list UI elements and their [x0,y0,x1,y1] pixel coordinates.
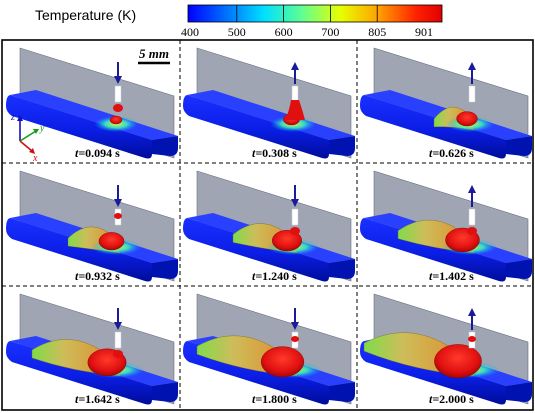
time-labels: t=0.094 s t=0.308 s t=0.626 s t=0.932 s … [75,146,474,406]
time-label: t=0.932 s [75,269,120,283]
simulation-panel [183,47,355,159]
substrate-bead-end [329,259,355,279]
time-label: t=1.402 s [429,269,474,283]
time-label: t=0.308 s [252,146,297,160]
z-axis-arrowhead [17,115,23,121]
axis-triad: z y x [10,112,45,164]
z-axis-label: z [10,112,15,123]
wire-feed-arrowhead [291,322,299,330]
wire-electrode [114,331,122,349]
wire-electrode [291,208,299,226]
simulation-panel [6,47,178,159]
substrate-bead-end [329,136,355,156]
melt-pool [109,115,123,125]
substrate-bead-end [152,259,178,279]
simulation-panel [360,47,532,159]
time-label: t=1.800 s [252,392,297,406]
substrate-bead [360,95,506,159]
melt-pool [434,344,482,379]
wire-feed-arrowhead [291,62,299,70]
wire-feed-arrowhead [468,308,476,316]
x-axis-label: x [32,153,38,164]
scale-bar-label: 5 mm [139,46,169,61]
substrate-bead [360,218,506,282]
droplet [468,336,476,342]
droplet [113,104,123,112]
colorbar-tick-label: 500 [228,25,246,39]
colorbar-tick-label: 600 [275,25,293,39]
substrate-bead-end [329,382,355,402]
wire-feed-arrowhead [114,76,122,84]
melt-pool [98,232,125,251]
wire-feed-arrowhead [291,199,299,207]
substrate-bead [6,95,152,159]
colorbar-ticks [236,5,378,22]
droplet [113,350,123,358]
time-label: t=2.000 s [429,392,474,406]
substrate-bead [183,218,329,282]
droplet [290,227,300,235]
droplet [467,227,477,235]
colorbar-tick-labels: 400 500 600 700 805 901 [181,25,433,39]
panel-grid [1,39,534,411]
panels [6,47,532,405]
substrate-bead [183,95,329,159]
simulation-panel [6,170,178,282]
colorbar-tick-label: 901 [415,25,433,39]
wire-feed-arrowhead [468,185,476,193]
wire-feed-arrowhead [114,322,122,330]
droplet [291,336,299,342]
substrate-bead-end [152,136,178,156]
time-label: t=1.642 s [75,392,120,406]
wire-electrode [114,85,122,103]
substrate-bead-top [10,90,178,140]
y-axis-arrowhead [33,129,39,134]
melt-pool [271,229,302,252]
y-axis-arrow [19,130,37,142]
wire-feed-arrowhead [114,199,122,207]
wire-electrode [468,208,476,226]
colorbar-title: Temperature (K) [35,7,136,23]
wire-electrode [468,85,476,103]
melt-pool [260,346,305,378]
simulation-panel [360,293,532,405]
outer-frame [1,39,534,411]
substrate-bead-end [152,382,178,402]
substrate-bead [6,218,152,282]
colorbar [187,4,443,23]
colorbar-tick-label: 805 [368,25,386,39]
x-axis-arrow [19,140,33,152]
simulation-panel [6,293,178,405]
wire-electrode [291,85,299,103]
wire-feed-arrowhead [468,62,476,70]
time-label: t=0.626 s [429,146,474,160]
simulation-panel [183,293,355,405]
colorbar-tick-label: 400 [181,25,199,39]
time-label: t=1.240 s [252,269,297,283]
substrate-bead-end [506,382,532,402]
time-label: t=0.094 s [75,146,120,160]
scale-bar: 5 mm [138,46,170,65]
droplet [114,213,122,219]
droplet [285,100,305,120]
substrate-bead-end [506,259,532,279]
melt-pool [456,111,478,127]
substrate-bead-end [506,136,532,156]
y-axis-label: y [39,123,45,134]
simulation-panel [360,170,532,282]
simulation-panel [183,170,355,282]
x-axis-arrowhead [29,148,35,154]
colorbar-tick-label: 700 [321,25,339,39]
